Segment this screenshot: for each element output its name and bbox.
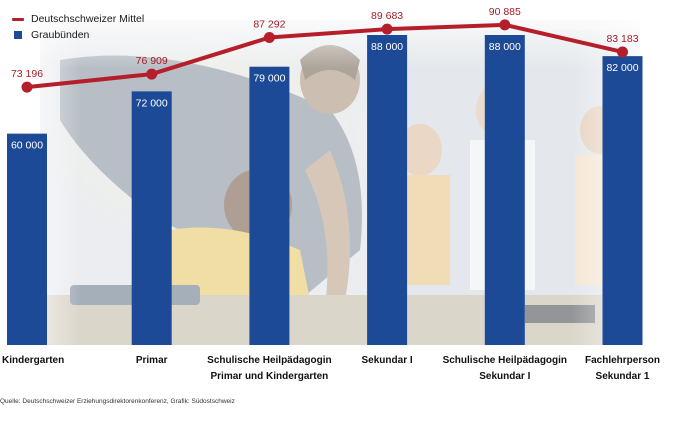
category-label: Primar bbox=[136, 355, 168, 366]
bar-6 bbox=[602, 56, 643, 345]
bar-value-label: 82 000 bbox=[606, 62, 638, 74]
bar-value-label: 72 000 bbox=[136, 97, 168, 109]
line-value-label: 87 292 bbox=[253, 19, 285, 31]
line-point-6 bbox=[617, 46, 628, 58]
line-point-5 bbox=[499, 19, 511, 31]
bar-2 bbox=[131, 91, 172, 345]
legend-item-bar: Graubünden bbox=[12, 27, 144, 43]
bar-value-label: 88 000 bbox=[371, 41, 403, 53]
category-label: Sekundar I bbox=[362, 355, 413, 366]
legend: Deutschschweizer Mittel Graubünden bbox=[12, 11, 144, 43]
line-point-2 bbox=[146, 68, 158, 80]
category-label: Schulische Heilpädagogin bbox=[443, 355, 567, 366]
source-note: Quelle: Deutschschweizer Erziehungsdirek… bbox=[0, 398, 235, 405]
bar-4 bbox=[367, 35, 408, 345]
line-point-4 bbox=[381, 23, 393, 35]
line-value-label: 73 196 bbox=[11, 68, 43, 80]
line-point-3 bbox=[263, 32, 275, 44]
legend-item-line: Deutschschweizer Mittel bbox=[12, 11, 144, 27]
line-value-label: 76 909 bbox=[136, 55, 168, 67]
legend-bar-label: Graubünden bbox=[31, 29, 90, 41]
legend-line-swatch bbox=[12, 17, 24, 21]
category-label: Kindergarten bbox=[2, 355, 64, 366]
line-value-label: 89 683 bbox=[371, 10, 403, 22]
line-point-1 bbox=[21, 81, 33, 93]
legend-bar-swatch bbox=[14, 31, 22, 39]
bar-value-label: 60 000 bbox=[11, 140, 43, 152]
fade-overlay-top bbox=[0, 0, 673, 345]
line-value-label: 90 885 bbox=[489, 6, 521, 18]
line-value-label: 83 183 bbox=[606, 33, 638, 45]
bar-5 bbox=[484, 35, 525, 345]
bar-1 bbox=[7, 133, 47, 345]
legend-line-label: Deutschschweizer Mittel bbox=[31, 13, 145, 25]
category-label: Sekundar I bbox=[479, 371, 530, 382]
category-label: Schulische Heilpädagogin bbox=[207, 355, 331, 366]
category-label: Fachlehrperson bbox=[585, 355, 660, 366]
bar-3 bbox=[249, 66, 290, 346]
category-label: Sekundar 1 bbox=[596, 371, 650, 382]
bar-value-label: 88 000 bbox=[489, 41, 521, 53]
bar-value-label: 79 000 bbox=[253, 73, 285, 85]
line-series-deutschschweizer-mittel bbox=[25, 22, 625, 90]
category-label: Primar und Kindergarten bbox=[210, 371, 328, 382]
